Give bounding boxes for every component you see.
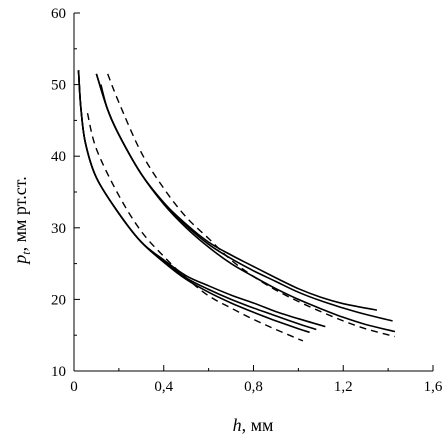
x-axis-title: h, мм (233, 415, 274, 435)
y-axis-subscript: t (19, 251, 33, 255)
y-axis-symbol: p (10, 255, 30, 266)
series-5-solid-line (95, 73, 378, 311)
y-axis-unit: , мм рт.ст. (10, 176, 30, 251)
x-tick-label: 0,4 (154, 379, 173, 395)
x-axis-unit: , мм (242, 415, 274, 435)
x-tick-label: 0 (70, 379, 78, 395)
y-tick-label: 40 (51, 149, 66, 165)
series-6-solid-line (95, 73, 393, 322)
x-tick-label: 1,2 (334, 379, 353, 395)
y-tick-label: 50 (51, 78, 66, 94)
y-tick-label: 10 (51, 364, 66, 380)
y-tick-label: 20 (51, 292, 66, 308)
y-ticks: 10 20 30 40 50 60 (51, 6, 80, 380)
series-3-solid-line (77, 70, 310, 334)
curves (77, 70, 396, 342)
y-axis-title: pt, мм рт.ст. (10, 176, 33, 265)
series-4-dashed-line (86, 113, 304, 342)
y-tick-label: 30 (51, 221, 66, 237)
x-axis-symbol: h (233, 415, 242, 435)
series-8-dashed-line (107, 73, 396, 338)
x-tick-label: 0,8 (244, 379, 263, 395)
series-7-solid-line (100, 84, 396, 333)
axes: 0 0,4 0,8 1,2 1,6 10 20 30 40 50 60 (51, 6, 443, 395)
x-ticks: 0 0,4 0,8 1,2 1,6 (70, 365, 443, 395)
x-tick-label: 1,6 (424, 379, 443, 395)
y-tick-label: 60 (51, 6, 66, 22)
